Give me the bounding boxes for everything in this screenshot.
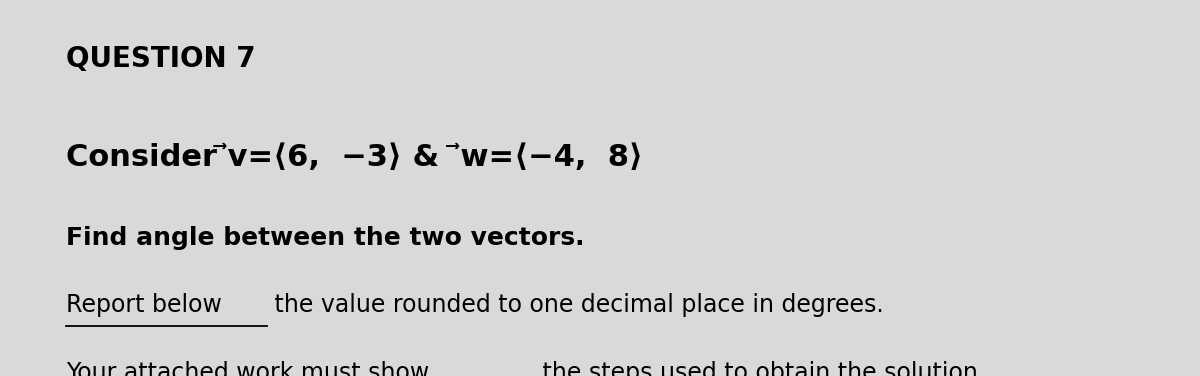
Text: Report below: Report below bbox=[66, 293, 222, 317]
Text: Your attached work must show: Your attached work must show bbox=[66, 361, 430, 376]
Text: Find angle between the two vectors.: Find angle between the two vectors. bbox=[66, 226, 584, 250]
Text: the steps used to obtain the solution.: the steps used to obtain the solution. bbox=[535, 361, 985, 376]
Text: QUESTION 7: QUESTION 7 bbox=[66, 45, 256, 73]
Text: the value rounded to one decimal place in degrees.: the value rounded to one decimal place i… bbox=[268, 293, 884, 317]
Text: Consider ⃗v=⟨6,  −3⟩ &  ⃗w=⟨−4,  8⟩: Consider ⃗v=⟨6, −3⟩ & ⃗w=⟨−4, 8⟩ bbox=[66, 143, 643, 172]
